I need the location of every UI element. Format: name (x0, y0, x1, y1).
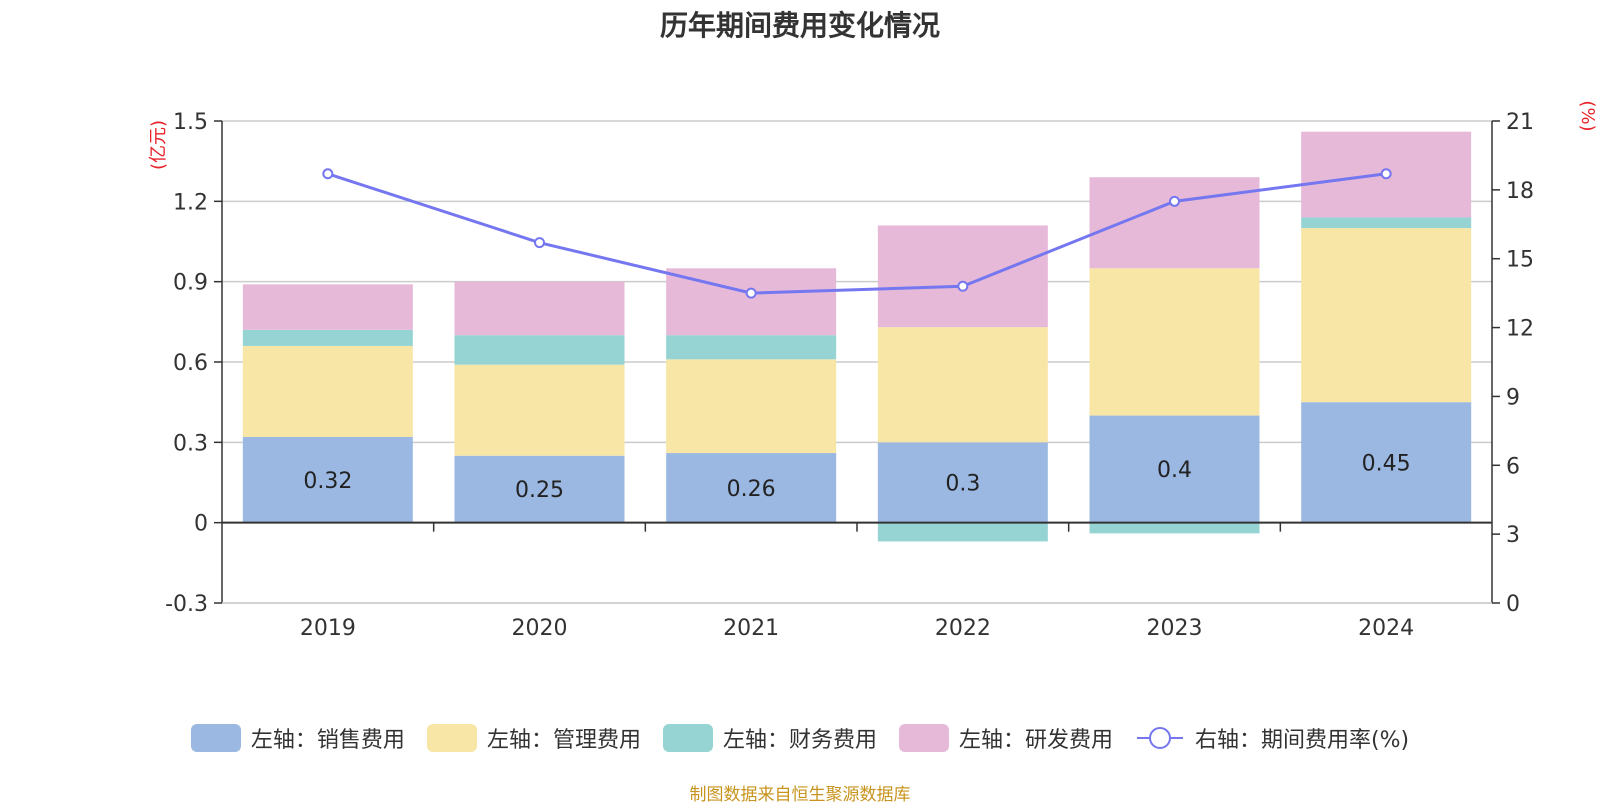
legend-line-marker (1136, 727, 1183, 749)
legend-swatch (426, 724, 477, 752)
x-axis-tick-label: 2020 (512, 616, 568, 641)
right-axis-tick-label: 15 (1506, 248, 1534, 273)
x-axis-tick-label: 2022 (935, 616, 991, 641)
rate-point-2020 (534, 237, 545, 249)
bar-2024-s0 (1301, 402, 1472, 523)
right-axis-unit: (%) (1577, 100, 1598, 131)
right-axis-tick-label: 12 (1506, 317, 1534, 342)
bar-2019-s2 (242, 329, 413, 346)
legend-swatch (662, 724, 713, 752)
bar-2024-s2 (1301, 217, 1472, 229)
x-axis-tick-label: 2019 (300, 616, 356, 641)
bar-2021-s1 (666, 359, 837, 454)
right-axis-tick-label: 9 (1506, 385, 1520, 410)
data-label: 0.26 (727, 477, 776, 502)
bar-2020-s3 (454, 281, 625, 336)
bar-2019-s3 (242, 284, 413, 330)
legend-swatch (898, 724, 949, 752)
bar-2023-s3 (1089, 177, 1260, 269)
right-axis-tick-label: 6 (1506, 454, 1520, 479)
bar-2022-s1 (877, 327, 1048, 443)
rate-point-2024 (1380, 168, 1392, 180)
rate-point-2021 (745, 287, 757, 299)
rate-point-2022 (957, 280, 969, 292)
bar-2019-s1 (242, 345, 413, 437)
legend-label: 左轴：管理费用 (486, 728, 641, 753)
right-axis-tick-label: 3 (1506, 523, 1520, 548)
legend-item[interactable]: 左轴：销售费用 (190, 722, 405, 754)
rate-line-series (322, 168, 1392, 299)
data-label: 0.3 (945, 472, 980, 497)
left-axis-tick-label: 1.5 (173, 110, 208, 135)
left-axis-tick-label: 0.9 (173, 271, 208, 296)
x-axis-tick-label: 2023 (1147, 616, 1203, 641)
bar-2020-s2 (454, 335, 625, 365)
bar-2023-s0 (1089, 415, 1260, 523)
chart-title: 历年期间费用变化情况 (659, 9, 940, 42)
legend: 左轴：销售费用 左轴：管理费用 左轴：财务费用 左轴：研发费用 右轴：期间费用率(%) (0, 720, 1600, 756)
x-axis-tick-label: 2024 (1358, 616, 1414, 641)
legend-item[interactable]: 左轴：财务费用 (662, 722, 877, 754)
left-axis-tick-label: 1.2 (173, 190, 208, 215)
legend-label: 左轴：财务费用 (722, 728, 877, 753)
bar-2020-s0 (454, 455, 625, 523)
data-label: 0.45 (1362, 451, 1411, 476)
bar-2021-s2 (666, 335, 837, 360)
bar-2021-s0 (666, 453, 837, 523)
bar-2023-s1 (1089, 268, 1260, 416)
x-axis-tick-label: 2021 (723, 616, 779, 641)
source-note: 制图数据来自恒生聚源数据库 (689, 785, 911, 805)
data-label: 0.32 (303, 469, 352, 494)
bar-2020-s1 (454, 364, 625, 456)
legend-label: 左轴：研发费用 (958, 728, 1113, 753)
bar-2022-s3 (877, 225, 1048, 328)
bar-series (242, 131, 1472, 542)
bar-2023-s2 (1089, 522, 1260, 534)
rate-point-2019 (322, 168, 334, 180)
left-axis-unit: (亿元) (148, 120, 169, 170)
left-axis-tick-label: -0.3 (165, 592, 208, 617)
left-axis-tick-label: 0.6 (173, 351, 208, 376)
axes: -0.3 0 0.3 0.6 0.9 1.2 1.5 0 3 6 9 12 15 18 21 (亿元) (%) 2… (148, 100, 1598, 641)
legend-label: 右轴：期间费用率(%) (1194, 728, 1410, 753)
legend-label: 左轴：销售费用 (250, 728, 405, 753)
legend-item[interactable]: 左轴：研发费用 (898, 722, 1113, 754)
rate-line (327, 172, 1387, 295)
legend-item[interactable]: 右轴：期间费用率(%) (1135, 722, 1409, 754)
bar-2022-s0 (877, 442, 1048, 523)
data-label: 0.25 (515, 478, 564, 503)
bar-2024-s1 (1301, 228, 1472, 403)
bar-2022-s2 (877, 522, 1048, 542)
data-labels: 0.32 0.25 0.26 0.3 0.4 0.45 (303, 451, 1410, 503)
left-axis-tick-label: 0.3 (173, 431, 208, 456)
rate-point-2023 (1169, 195, 1180, 207)
left-axis-tick-label: 0 (194, 512, 208, 537)
data-label: 0.4 (1157, 458, 1192, 483)
legend-swatch (190, 724, 241, 752)
right-axis-tick-label: 21 (1506, 110, 1534, 135)
bar-2019-s0 (242, 436, 413, 523)
right-axis-tick-label: 18 (1506, 179, 1534, 204)
right-axis-tick-label: 0 (1506, 592, 1520, 617)
legend-item[interactable]: 左轴：管理费用 (426, 722, 641, 754)
